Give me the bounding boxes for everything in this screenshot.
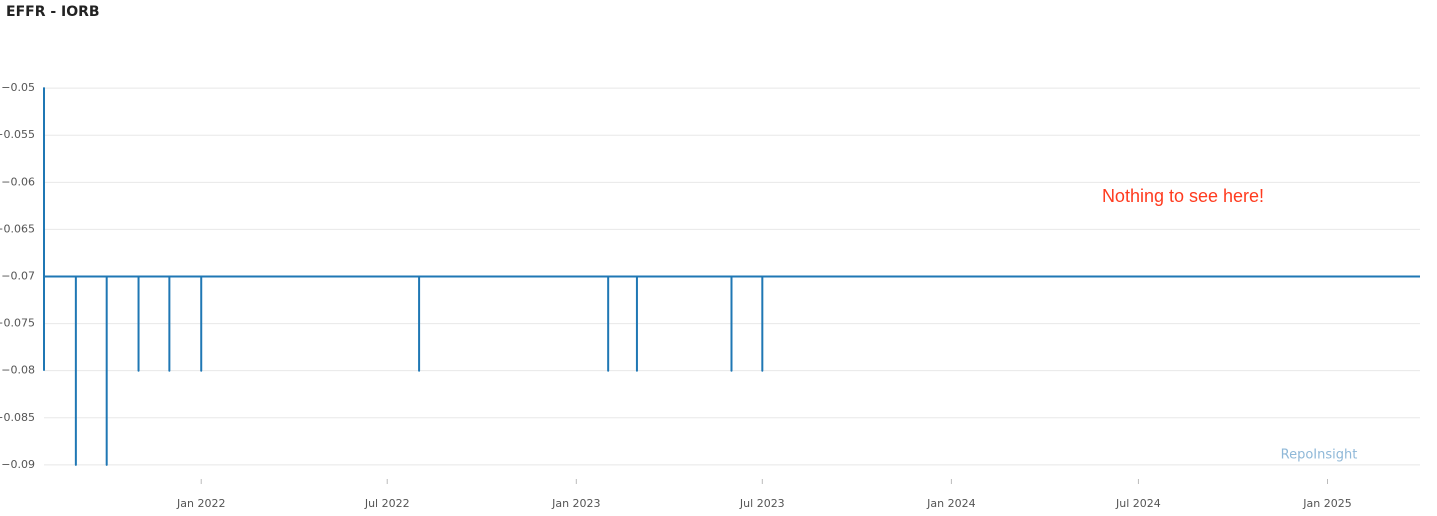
x-tick-label: Jan 2025 (1302, 497, 1351, 510)
x-tick-label: Jul 2024 (1115, 497, 1161, 510)
y-tick-label: −0.05 (1, 81, 35, 94)
y-tick-label: −0.055 (0, 128, 35, 141)
watermark: RepoInsight (1281, 448, 1358, 463)
x-tick-label: Jan 2023 (551, 497, 600, 510)
y-tick-label: −0.065 (0, 222, 35, 235)
chart-title: EFFR - IORB (6, 4, 100, 20)
x-tick-label: Jan 2024 (926, 497, 975, 510)
x-tick-label: Jul 2023 (739, 497, 785, 510)
y-tick-label: −0.075 (0, 317, 35, 330)
x-tick-label: Jan 2022 (176, 497, 225, 510)
annotation: Nothing to see here! (1102, 186, 1264, 206)
data-line (43, 87, 1420, 466)
y-tick-label: −0.08 (1, 364, 35, 377)
y-tick-label: −0.09 (1, 458, 35, 471)
y-tick-label: −0.06 (1, 175, 35, 188)
y-tick-label: −0.085 (0, 411, 35, 424)
x-tick-label: Jul 2022 (364, 497, 410, 510)
y-tick-label: −0.07 (1, 270, 35, 283)
